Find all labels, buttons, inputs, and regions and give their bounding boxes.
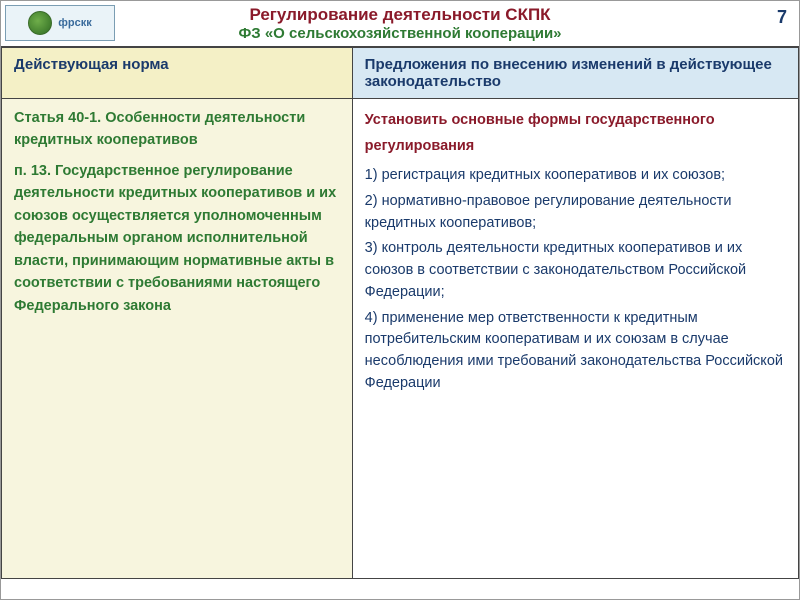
logo-text: фрскк xyxy=(58,17,91,29)
cell-current-norm: Статья 40-1. Особенности деятельности кр… xyxy=(2,99,353,579)
article-paragraph: п. 13. Государственное регулирование дея… xyxy=(14,160,340,317)
page-number: 7 xyxy=(777,7,787,28)
header-bar: фрскк Регулирование деятельности СКПК ФЗ… xyxy=(1,1,799,47)
article-title: Статья 40-1. Особенности деятельности кр… xyxy=(14,107,340,152)
comparison-table: Действующая норма Предложения по внесени… xyxy=(1,47,799,579)
logo-box: фрскк xyxy=(5,5,115,41)
logo-emblem-icon xyxy=(28,11,52,35)
proposal-item: 4) применение мер ответственности к кред… xyxy=(365,308,786,395)
proposal-lead: Установить основные формы государственно… xyxy=(365,107,786,159)
cell-proposals: Установить основные формы государственно… xyxy=(352,99,798,579)
slide: фрскк Регулирование деятельности СКПК ФЗ… xyxy=(0,0,800,600)
title-line-1: Регулирование деятельности СКПК xyxy=(1,5,799,25)
proposal-item: 3) контроль деятельности кредитных коопе… xyxy=(365,238,786,303)
col-header-proposals: Предложения по внесению изменений в дейс… xyxy=(352,48,798,99)
proposal-item: 2) нормативно-правовое регулирование дея… xyxy=(365,191,786,235)
title-line-2: ФЗ «О сельскохозяйственной кооперации» xyxy=(1,25,799,42)
title-block: Регулирование деятельности СКПК ФЗ «О се… xyxy=(1,1,799,42)
col-header-current-norm: Действующая норма xyxy=(2,48,353,99)
proposal-item: 1) регистрация кредитных кооперативов и … xyxy=(365,165,786,187)
